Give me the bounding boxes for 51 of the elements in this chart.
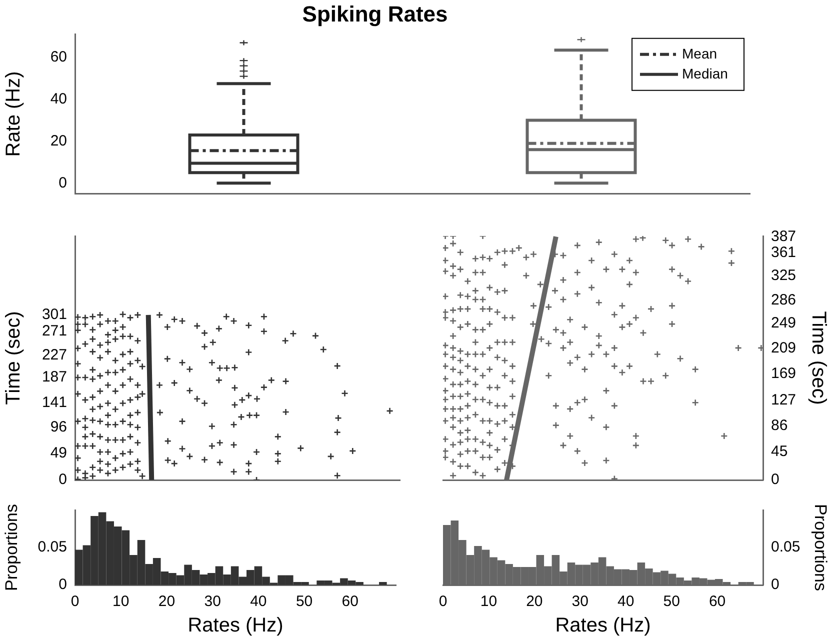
y2-axis-title: Time (sec): [807, 311, 830, 405]
x-tick-label: 50: [296, 593, 313, 610]
y2-tick-label: 0: [771, 471, 780, 488]
x-tick-label: 40: [618, 593, 634, 610]
y2-tick-label: 0: [771, 576, 780, 594]
y2-axis-title: Proportions: [811, 504, 830, 591]
y2-tick-label: 325: [771, 266, 796, 284]
y-axis-title: Rate (Hz): [2, 71, 25, 157]
y2-tick-label: 286: [771, 291, 796, 308]
x-tick-label: 20: [526, 593, 543, 610]
x-tick-label: 50: [663, 593, 680, 610]
x-tick-label: 0: [438, 593, 448, 610]
y2-tick-label: 86: [771, 417, 788, 434]
x-tick-label: 20: [158, 593, 176, 610]
x-tick-label: 40: [250, 593, 267, 610]
x-tick-label: 10: [480, 593, 498, 610]
y2-tick-label: 387: [771, 228, 796, 245]
x-tick-label: 60: [708, 593, 726, 610]
y-tick-label: 0: [58, 576, 67, 594]
y-tick-label: 20: [50, 132, 67, 150]
y-tick-label: 301: [42, 306, 67, 324]
y-tick-label: 40: [50, 90, 67, 108]
y2-tick-label: 127: [771, 391, 796, 408]
annotation: Mean: [682, 45, 718, 62]
x-tick-label: 30: [572, 593, 588, 610]
x-tick-label: 60: [342, 593, 358, 610]
y-axis-title: Time (sec): [2, 311, 25, 405]
y-tick-label: 49: [50, 444, 67, 462]
y-tick-label: 227: [42, 346, 67, 364]
y-tick-label: 141: [42, 394, 67, 411]
y2-tick-label: 45: [771, 442, 788, 460]
y2-tick-label: 0.05: [771, 538, 800, 556]
y-tick-label: 0.05: [38, 538, 67, 556]
y-tick-label: 0: [58, 174, 67, 192]
chart-title: Spiking Rates: [302, 1, 448, 26]
y-tick-label: 0: [58, 471, 67, 488]
x-tick-label: 30: [204, 593, 221, 610]
y2-tick-label: 361: [771, 244, 796, 262]
annotation: Median: [682, 65, 728, 82]
y-tick-label: 187: [42, 368, 67, 386]
x-tick-label: 0: [70, 593, 80, 610]
y-tick-label: 60: [50, 48, 67, 66]
y2-tick-label: 209: [771, 340, 796, 357]
x-tick-label: 10: [112, 593, 130, 610]
y-tick-label: 271: [42, 322, 67, 340]
x-axis-title: Rates (Hz): [188, 614, 284, 637]
x-axis-title: Rates (Hz): [555, 614, 651, 637]
y-tick-label: 96: [50, 418, 67, 436]
y2-tick-label: 249: [771, 314, 796, 332]
y2-tick-label: 169: [771, 364, 796, 382]
y-axis-title: Proportions: [2, 504, 21, 591]
